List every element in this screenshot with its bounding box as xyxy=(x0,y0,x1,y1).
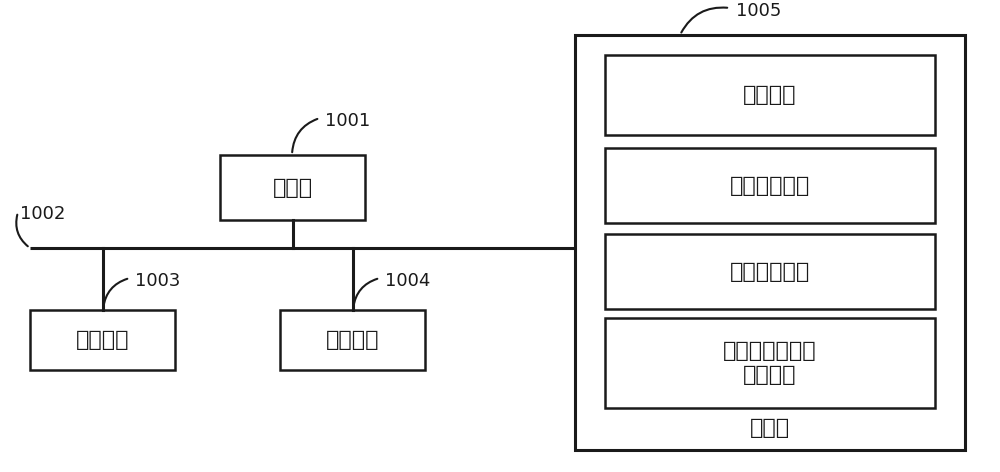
Text: 用户接口: 用户接口 xyxy=(76,330,129,350)
Bar xyxy=(605,55,935,135)
Text: 1003: 1003 xyxy=(135,272,180,290)
Text: 用户接口模块: 用户接口模块 xyxy=(730,261,810,281)
Text: 光伏模型的参数
确定程序: 光伏模型的参数 确定程序 xyxy=(723,341,817,385)
Text: 1005: 1005 xyxy=(736,2,781,20)
Text: 存储器: 存储器 xyxy=(750,418,790,438)
Text: 1002: 1002 xyxy=(20,205,65,223)
Bar xyxy=(30,310,175,370)
Text: 操作系统: 操作系统 xyxy=(743,85,797,105)
Bar xyxy=(280,310,425,370)
Bar xyxy=(220,155,365,220)
Text: 1004: 1004 xyxy=(385,272,430,290)
Text: 网络接口: 网络接口 xyxy=(326,330,379,350)
Bar xyxy=(605,318,935,408)
Text: 1001: 1001 xyxy=(325,112,370,130)
Bar xyxy=(575,35,965,450)
Text: 网络通信模块: 网络通信模块 xyxy=(730,176,810,195)
Text: 处理器: 处理器 xyxy=(272,177,313,197)
Bar xyxy=(605,234,935,309)
Bar xyxy=(605,148,935,223)
